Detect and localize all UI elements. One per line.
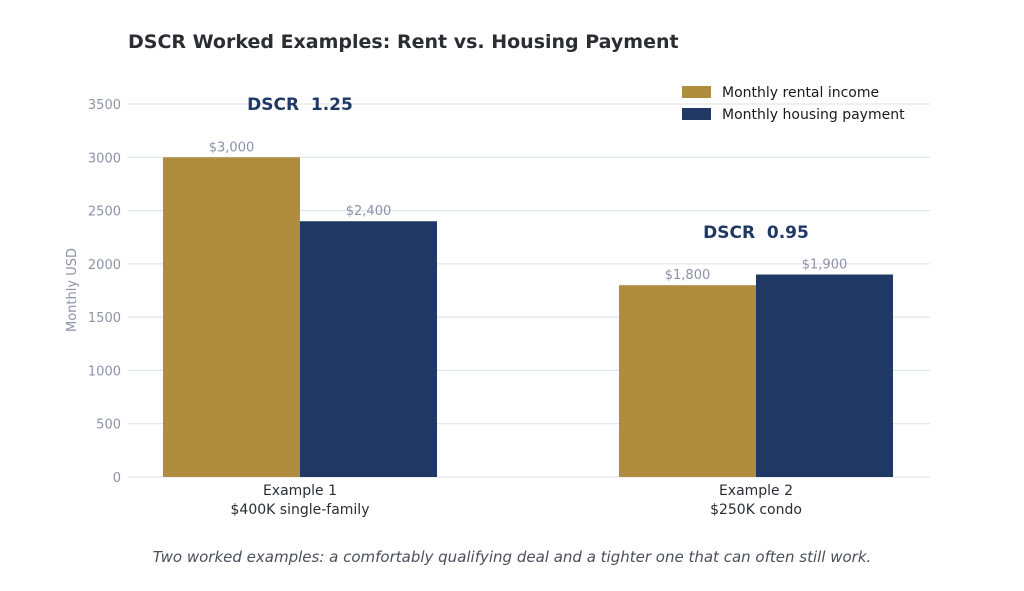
- dscr-annotation: DSCR 0.95: [703, 223, 809, 243]
- x-category-label: $400K single-family: [231, 502, 370, 518]
- bar-value-label: $1,800: [665, 268, 711, 283]
- y-tick-label: 0: [113, 471, 121, 486]
- y-tick-label: 1500: [88, 311, 121, 326]
- y-tick-label: 2000: [88, 258, 121, 273]
- x-axis-categories: Example 1 $400K single-family Example 2 $25…: [231, 483, 802, 518]
- bar-rental-income-1: [163, 157, 300, 478]
- x-category-label: Example 2: [719, 483, 793, 499]
- chart-title: DSCR Worked Examples: Rent vs. Housing P…: [128, 31, 679, 53]
- y-tick-label: 2500: [88, 205, 121, 220]
- bar-housing-payment-2: [756, 274, 893, 477]
- bar-value-label: $1,900: [802, 258, 848, 273]
- legend: Monthly rental income Monthly housing pay…: [682, 85, 905, 123]
- x-category-label: $250K condo: [710, 502, 802, 518]
- y-axis-ticks: 0 500 1000 1500 2000 2500 3000 3500: [88, 98, 121, 486]
- y-tick-label: 3000: [88, 151, 121, 166]
- legend-swatch: [682, 86, 711, 98]
- bar-value-label: $2,400: [346, 204, 392, 219]
- legend-label: Monthly rental income: [722, 85, 879, 101]
- bar-housing-payment-1: [300, 221, 437, 477]
- y-axis-label: Monthly USD: [65, 248, 80, 332]
- data-labels: $3,000 $1,800 $2,400 $1,900: [209, 140, 848, 283]
- dscr-annotations: DSCR 1.25 DSCR 0.95: [247, 95, 809, 243]
- legend-label: Monthly housing payment: [722, 107, 905, 123]
- x-category-label: Example 1: [263, 483, 337, 499]
- bars: [163, 157, 893, 478]
- legend-swatch: [682, 108, 711, 120]
- bar-value-label: $3,000: [209, 140, 255, 155]
- dscr-annotation: DSCR 1.25: [247, 95, 353, 115]
- bar-rental-income-2: [619, 285, 756, 477]
- y-tick-label: 1000: [88, 364, 121, 379]
- y-tick-label: 3500: [88, 98, 121, 113]
- chart-caption: Two worked examples: a comfortably quali…: [152, 548, 872, 566]
- y-tick-label: 500: [96, 418, 121, 433]
